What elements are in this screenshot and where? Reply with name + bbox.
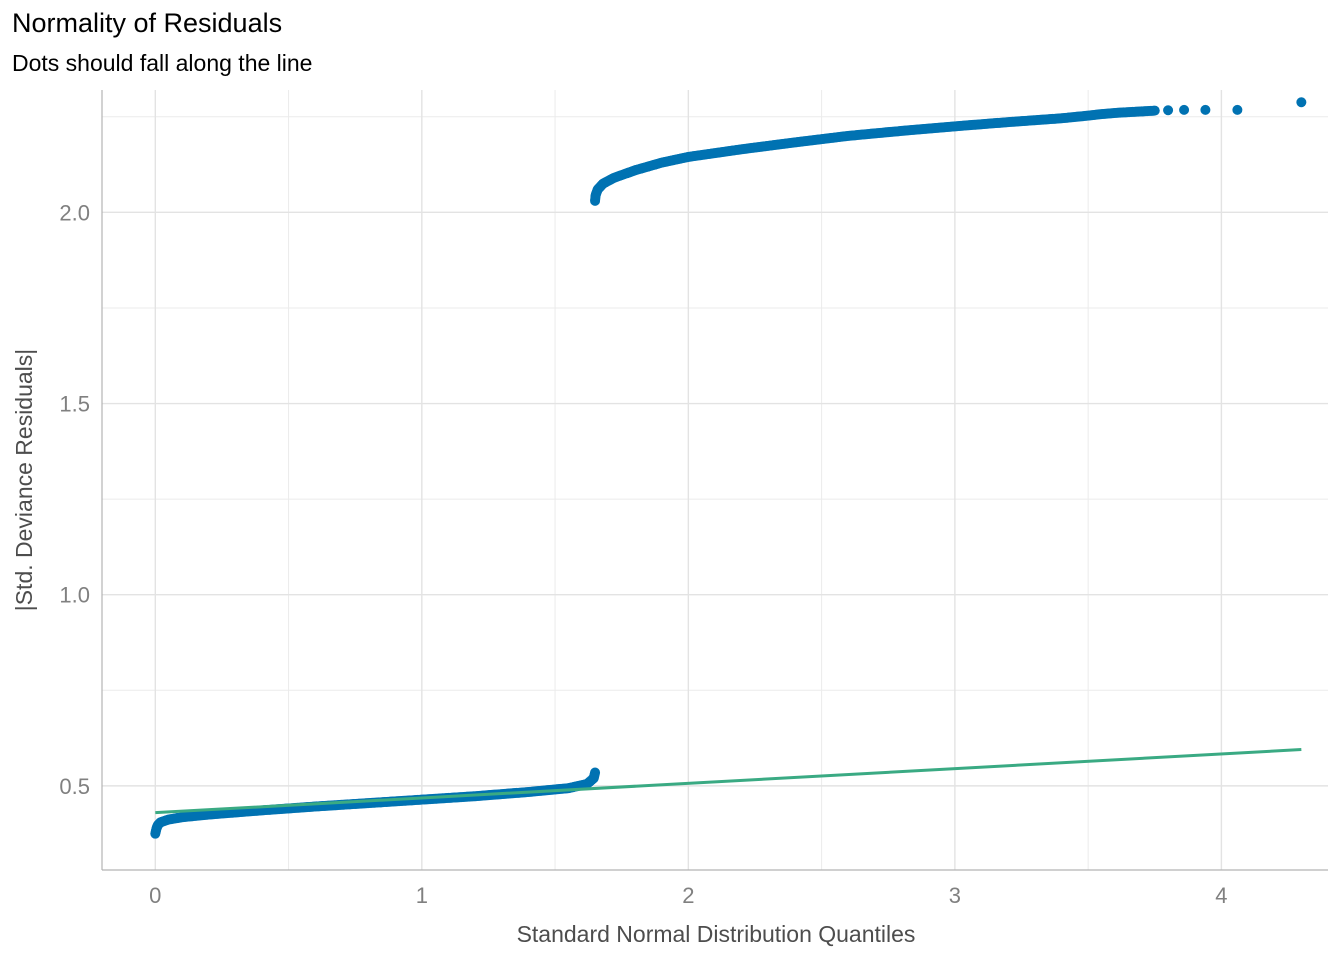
- axes: [101, 90, 1328, 871]
- tick-labels: 0 1 2 3 4 0.5 1.0 1.5 2.0: [59, 200, 1227, 908]
- residual-point: [1179, 104, 1190, 115]
- minor-gridlines: [102, 90, 1328, 870]
- y-tick-label: 2.0: [59, 200, 90, 225]
- residual-points: [150, 97, 1307, 839]
- y-tick-label: 1.0: [59, 583, 90, 608]
- reference-line: [155, 748, 1302, 815]
- x-tick-label: 0: [149, 883, 161, 908]
- residual-point: [1200, 104, 1211, 115]
- x-tick-label: 3: [949, 883, 961, 908]
- residual-point: [1296, 97, 1307, 108]
- residual-point: [590, 767, 601, 778]
- residual-point: [1149, 105, 1160, 116]
- x-tick-label: 4: [1215, 883, 1227, 908]
- chart-subtitle: Dots should fall along the line: [12, 50, 313, 76]
- y-tick-label: 0.5: [59, 774, 90, 799]
- y-axis-title: |Std. Deviance Residuals|: [11, 349, 37, 612]
- residual-point: [1163, 105, 1174, 116]
- reference-line-group: [155, 748, 1302, 815]
- x-axis-title: Standard Normal Distribution Quantiles: [517, 921, 916, 947]
- major-gridlines: [102, 90, 1328, 870]
- x-tick-label: 2: [682, 883, 694, 908]
- x-tick-label: 1: [416, 883, 428, 908]
- chart-title: Normality of Residuals: [12, 8, 283, 38]
- residual-point: [1232, 104, 1243, 115]
- y-tick-label: 1.5: [59, 392, 90, 417]
